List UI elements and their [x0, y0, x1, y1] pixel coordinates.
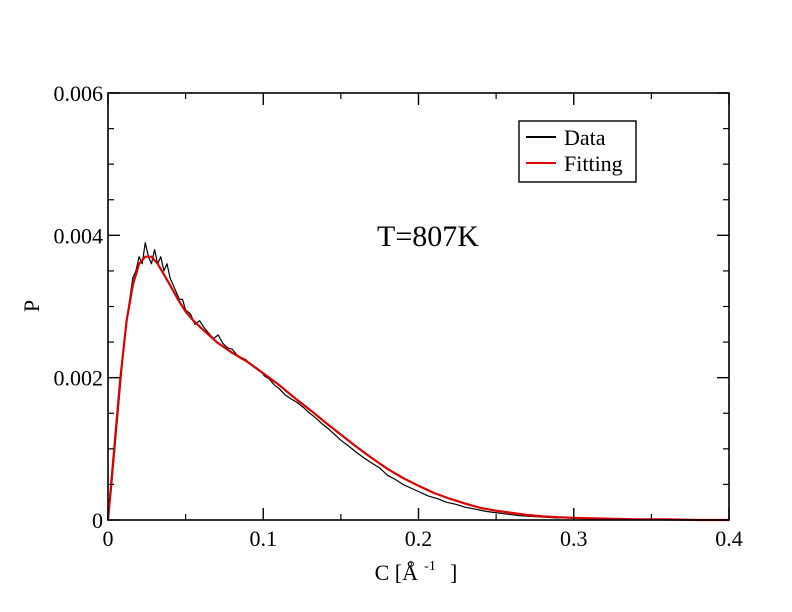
x-axis-label-text: C [Å [375, 560, 419, 585]
temperature-annotation: T=807K [377, 220, 479, 253]
legend: Data Fitting [518, 120, 637, 183]
legend-label-fitting: Fitting [564, 151, 623, 176]
x-tick-label: 0.1 [250, 526, 278, 551]
angstrom-ring-icon [408, 561, 414, 567]
series-line-data [107, 241, 729, 521]
legend-label-data: Data [564, 125, 606, 150]
y-axis-label: P [19, 300, 44, 312]
series-line-fitting [106, 255, 729, 522]
y-tick-label: 0.004 [54, 223, 104, 248]
axis-ticks: 0 0.1 0.2 0.3 0.4 0 0.002 0.004 0.006 [54, 81, 743, 551]
y-tick-label: 0 [92, 508, 103, 533]
x-tick-label: 0.2 [405, 526, 433, 551]
legend-box [518, 120, 637, 183]
x-tick-label: 0.4 [715, 526, 743, 551]
plot-frame [107, 92, 730, 521]
x-axis-label-superscript: -1 [424, 559, 436, 574]
y-tick-label: 0.002 [54, 366, 104, 391]
x-tick-label: 0 [103, 526, 114, 551]
x-tick-label: 0.3 [560, 526, 588, 551]
x-axis-label: C [Å -1 ] [375, 559, 458, 585]
y-tick-label: 0.006 [54, 81, 104, 106]
plot-marks [106, 241, 729, 522]
x-axis-label-close: ] [450, 560, 457, 585]
